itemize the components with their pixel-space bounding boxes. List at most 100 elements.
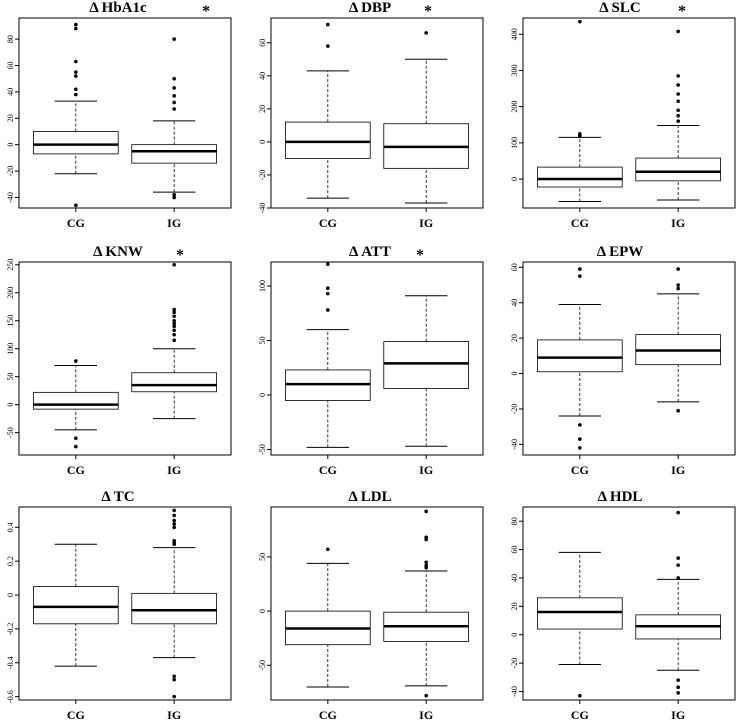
outlier-point <box>424 560 428 565</box>
outlier-point <box>172 338 176 343</box>
box-cg <box>537 267 623 450</box>
outlier-point <box>172 513 176 518</box>
y-tick-label: 40 <box>6 88 15 96</box>
y-tick-label: -50 <box>258 660 267 671</box>
outlier-point <box>172 674 176 679</box>
outlier-point <box>172 525 176 530</box>
outlier-point <box>74 22 78 27</box>
outlier-point <box>326 291 330 296</box>
outlier-point <box>424 693 428 698</box>
panel-title: Δ KNW <box>93 244 143 260</box>
outlier-point <box>172 193 176 197</box>
iqr-box <box>131 144 217 164</box>
y-tick-label: 0 <box>258 393 267 397</box>
y-tick-label: 0 <box>258 609 267 613</box>
outlier-point <box>172 508 176 513</box>
y-tick-label: -0.2 <box>6 623 15 636</box>
y-tick-label: 0 <box>6 593 15 597</box>
box-ig <box>131 508 217 699</box>
iqr-box <box>635 157 721 182</box>
y-tick-label: 20 <box>510 334 519 342</box>
y-tick-label: 0 <box>6 143 15 147</box>
outlier-point <box>424 535 428 540</box>
outlier-point <box>172 677 176 682</box>
category-label: IG <box>671 463 685 477</box>
outlier-point <box>172 195 176 200</box>
y-tick-label: -0.4 <box>6 656 15 669</box>
panel-tc: Δ TC -0.6 -0.4 -0.2 0 0.2 0.4 CG IG <box>6 489 232 722</box>
category-label: IG <box>419 216 433 230</box>
outlier-point <box>326 286 330 290</box>
outlier-point <box>424 31 428 35</box>
outlier-point <box>676 678 680 682</box>
y-tick-label: 0 <box>258 140 267 144</box>
y-tick-label: 200 <box>510 101 519 113</box>
category-label: IG <box>419 708 433 722</box>
y-tick-label: 80 <box>510 517 519 525</box>
y-tick-label: -40 <box>510 439 519 450</box>
y-tick-label: 40 <box>258 72 267 80</box>
box-ig <box>635 29 721 201</box>
category-label: CG <box>571 216 589 230</box>
y-tick-label: 0 <box>510 372 519 376</box>
outlier-point <box>172 518 176 523</box>
y-tick-label: -50 <box>6 427 15 438</box>
category-label: IG <box>671 708 685 722</box>
outlier-point <box>676 283 680 287</box>
outlier-point <box>172 328 176 333</box>
outlier-point <box>578 274 582 278</box>
category-label: IG <box>671 216 685 230</box>
iqr-box <box>33 586 119 625</box>
y-tick-label: 20 <box>258 105 267 113</box>
outlier-point <box>676 113 680 118</box>
category-label: CG <box>319 708 337 722</box>
outlier-point <box>676 685 680 690</box>
iqr-box <box>33 391 119 410</box>
y-tick-label: 250 <box>6 259 15 271</box>
box-ig <box>635 510 721 695</box>
plot-frame <box>18 261 232 456</box>
outlier-point <box>74 444 78 449</box>
y-tick-label: 0.2 <box>6 556 15 566</box>
box-cg <box>537 551 623 698</box>
outlier-point <box>74 203 78 208</box>
outlier-point <box>74 92 78 97</box>
category-label: IG <box>167 708 181 722</box>
outlier-point <box>676 29 680 34</box>
box-ig <box>131 262 217 420</box>
y-tick-label: 400 <box>510 28 519 40</box>
category-label: CG <box>571 463 589 477</box>
y-tick-label: 0.4 <box>6 522 15 532</box>
y-tick-label: -40 <box>6 192 15 203</box>
outlier-point <box>578 132 582 136</box>
outlier-point <box>172 262 176 267</box>
y-tick-label: 20 <box>510 602 519 610</box>
outlier-point <box>172 94 176 98</box>
outlier-point <box>172 307 176 312</box>
outlier-point <box>172 318 176 323</box>
y-tick-label: 0 <box>510 177 519 181</box>
panel-title: Δ LDL <box>348 489 391 505</box>
outlier-point <box>578 267 582 271</box>
significance-marker: * <box>176 247 184 264</box>
outlier-point <box>172 324 176 329</box>
panel-title: Δ HDL <box>598 489 643 505</box>
plot-frame <box>270 506 484 701</box>
y-tick-label: 0 <box>6 403 15 407</box>
panel-epw: Δ EPW -40 -20 0 20 40 60 CG IG <box>510 244 736 477</box>
box-cg <box>537 19 623 202</box>
y-tick-label: 40 <box>510 574 519 582</box>
category-label: IG <box>167 216 181 230</box>
y-tick-label: -40 <box>258 203 267 214</box>
category-label: CG <box>571 708 589 722</box>
box-cg <box>33 359 119 449</box>
plot-frame <box>522 506 736 701</box>
outlier-point <box>74 59 78 64</box>
outlier-point <box>74 87 78 92</box>
iqr-box <box>383 341 469 389</box>
outlier-point <box>74 359 78 363</box>
outlier-point <box>172 314 176 319</box>
panel-knw: Δ KNW * -50 0 50 100 150 200 250 CG IG <box>6 244 232 477</box>
box-ig <box>383 509 469 698</box>
y-tick-label: 60 <box>510 546 519 554</box>
